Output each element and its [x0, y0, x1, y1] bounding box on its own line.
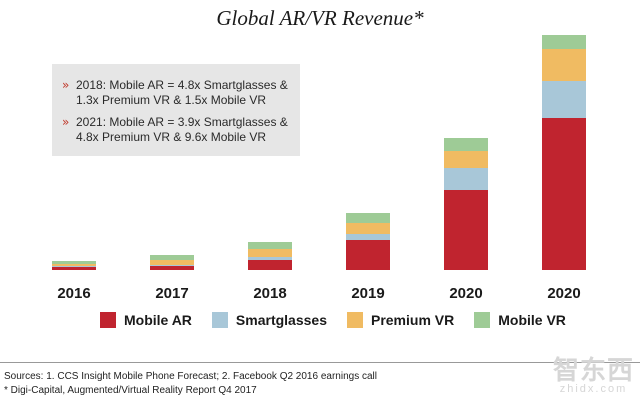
note-text: 2021: Mobile AR = 3.9x Smartglasses & 4.… — [76, 115, 288, 144]
note-text: 2018: Mobile AR = 4.8x Smartglasses & 1.… — [76, 78, 288, 107]
bar-segment-smartglasses-2017 — [150, 265, 194, 266]
bar-segment-mobile-ar-2020 — [444, 190, 488, 270]
bar-segment-premium-vr-2020 — [444, 151, 488, 168]
legend-swatch — [211, 312, 228, 328]
legend-swatch — [474, 312, 491, 328]
legend-label: Mobile AR — [124, 312, 192, 328]
watermark: 智东西 zhidx.com — [553, 350, 634, 395]
bar-segment-premium-vr-2020 — [542, 49, 586, 81]
legend-label: Mobile VR — [498, 312, 566, 328]
sources-text: Sources: 1. CCS Insight Mobile Phone For… — [4, 371, 377, 382]
bar-segment-mobile-vr-2018 — [248, 242, 292, 249]
bar-segment-mobile-ar-2017 — [150, 266, 194, 270]
x-tick-label: 2018 — [253, 285, 286, 302]
bar-segment-mobile-vr-2019 — [346, 213, 390, 223]
bar-segment-smartglasses-2020 — [542, 81, 586, 118]
bar-segment-premium-vr-2019 — [346, 223, 390, 234]
bar-segment-mobile-ar-2018 — [248, 260, 292, 270]
bar-segment-smartglasses-2016 — [52, 266, 96, 267]
x-tick-label: 2016 — [57, 285, 90, 302]
chevron-icon: » — [62, 78, 70, 92]
bar-segment-mobile-vr-2016 — [52, 261, 96, 264]
bar-segment-premium-vr-2017 — [150, 260, 194, 265]
callout-box: » 2018: Mobile AR = 4.8x Smartglasses & … — [52, 64, 300, 156]
chart-legend: Mobile AR Smartglasses Premium VR Mobile… — [100, 312, 586, 328]
bar-segment-mobile-ar-2020 — [542, 118, 586, 270]
legend-item-mobile-ar: Mobile AR — [100, 312, 192, 328]
bar-segment-smartglasses-2018 — [248, 257, 292, 260]
legend-item-mobile-vr: Mobile VR — [474, 312, 566, 328]
legend-label: Smartglasses — [235, 312, 327, 328]
bar-segment-smartglasses-2020 — [444, 168, 488, 190]
watermark-url: zhidx.com — [559, 383, 628, 395]
footnote-text: * Digi-Capital, Augmented/Virtual Realit… — [4, 385, 257, 396]
chart-title: Global AR/VR Revenue* — [216, 6, 424, 30]
legend-item-smartglasses: Smartglasses — [211, 312, 327, 328]
bar-segment-mobile-vr-2020 — [444, 138, 488, 151]
legend-swatch — [100, 312, 116, 328]
bar-segment-mobile-ar-2016 — [52, 267, 96, 270]
legend-swatch — [346, 312, 363, 328]
bar-segment-premium-vr-2016 — [52, 264, 96, 266]
chart-canvas: 2016 2017 2018 2019 2020 2020 — [52, 35, 586, 302]
bar-segment-smartglasses-2019 — [346, 234, 390, 240]
x-tick-label: 2017 — [155, 285, 188, 302]
bar-segment-mobile-vr-2020 — [542, 35, 586, 49]
bar-segment-mobile-ar-2019 — [346, 240, 390, 270]
x-tick-label: 2020 — [547, 285, 580, 302]
x-tick-label: 2020 — [449, 285, 482, 302]
watermark-logo-text: 智东西 — [552, 356, 634, 386]
x-tick-label: 2019 — [351, 285, 384, 302]
callout-note-2021: » 2021: Mobile AR = 3.9x Smartglasses & … — [62, 115, 302, 145]
bar-segment-premium-vr-2018 — [248, 249, 292, 257]
chevron-icon: » — [62, 115, 70, 129]
legend-item-premium-vr: Premium VR — [346, 312, 455, 328]
bar-segment-mobile-vr-2017 — [150, 255, 194, 260]
legend-label: Premium VR — [370, 312, 455, 328]
callout-note-2018: » 2018: Mobile AR = 4.8x Smartglasses & … — [62, 78, 302, 108]
footer-divider — [0, 362, 640, 363]
